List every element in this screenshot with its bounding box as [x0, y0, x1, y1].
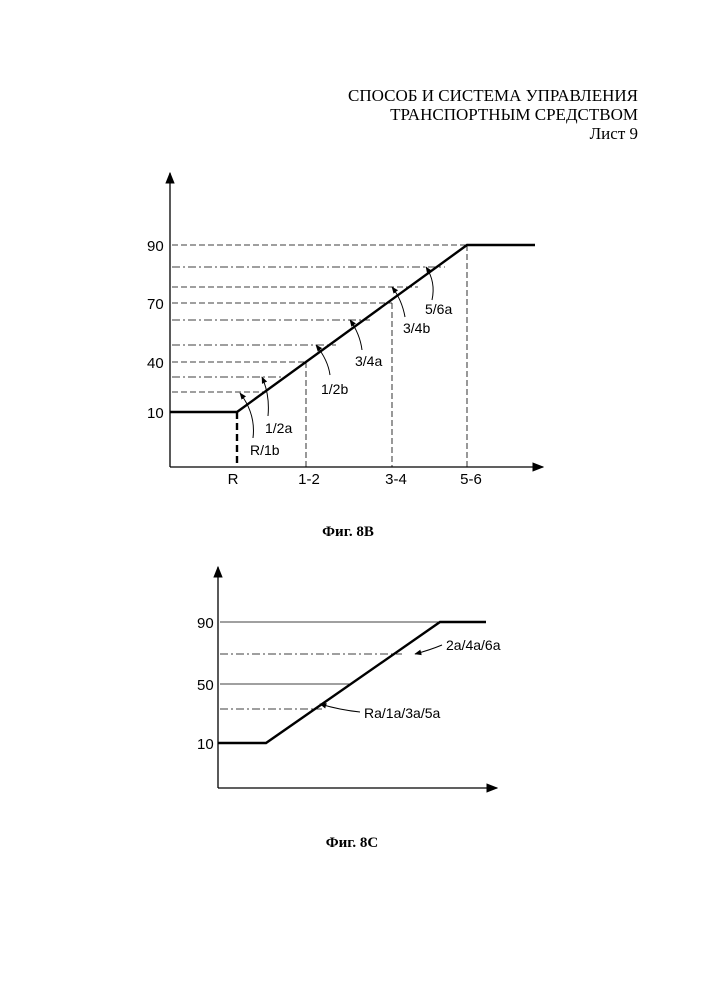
y-tick-90-8c: 90 [197, 615, 214, 632]
label-R-1b: R/1b [250, 442, 280, 458]
y-tick-70: 70 [147, 296, 164, 313]
label-3-4b: 3/4b [403, 320, 430, 336]
y-tick-10-8c: 10 [197, 736, 214, 753]
figure-8b: 90 70 40 10 R 1-2 3-4 5-6 5/6a 3/4b 3/4a… [147, 173, 543, 540]
label-3-4a: 3/4a [355, 353, 382, 369]
label-1-2a: 1/2a [265, 420, 292, 436]
label-odd-gears: Ra/1a/3a/5a [364, 705, 440, 721]
main-curve [170, 245, 535, 412]
x-tick-5-6: 5-6 [460, 471, 482, 488]
label-1-2b: 1/2b [321, 381, 348, 397]
leader-lines-8c [320, 645, 442, 712]
y-tick-90: 90 [147, 238, 164, 255]
caption-fig-8c: Фиг. 8C [326, 835, 378, 851]
label-even-gears: 2a/4a/6a [446, 637, 501, 653]
leader-lines [240, 267, 433, 438]
leader-R-1b [240, 393, 253, 438]
x-tick-1-2: 1-2 [298, 471, 320, 488]
leader-1-2a [262, 377, 268, 416]
label-5-6a: 5/6a [425, 301, 452, 317]
y-tick-40: 40 [147, 355, 164, 372]
y-tick-10: 10 [147, 405, 164, 422]
caption-fig-8b: Фиг. 8B [322, 524, 374, 540]
x-tick-3-4: 3-4 [385, 471, 407, 488]
reference-lines-8c [220, 622, 440, 709]
x-tick-R: R [228, 471, 239, 488]
figure-8c: 90 50 10 2a/4a/6a Ra/1a/3a/5a Фиг. 8C [197, 567, 501, 851]
leader-even-gears [415, 645, 442, 654]
y-tick-50-8c: 50 [197, 677, 214, 694]
leader-odd-gears [320, 704, 360, 712]
